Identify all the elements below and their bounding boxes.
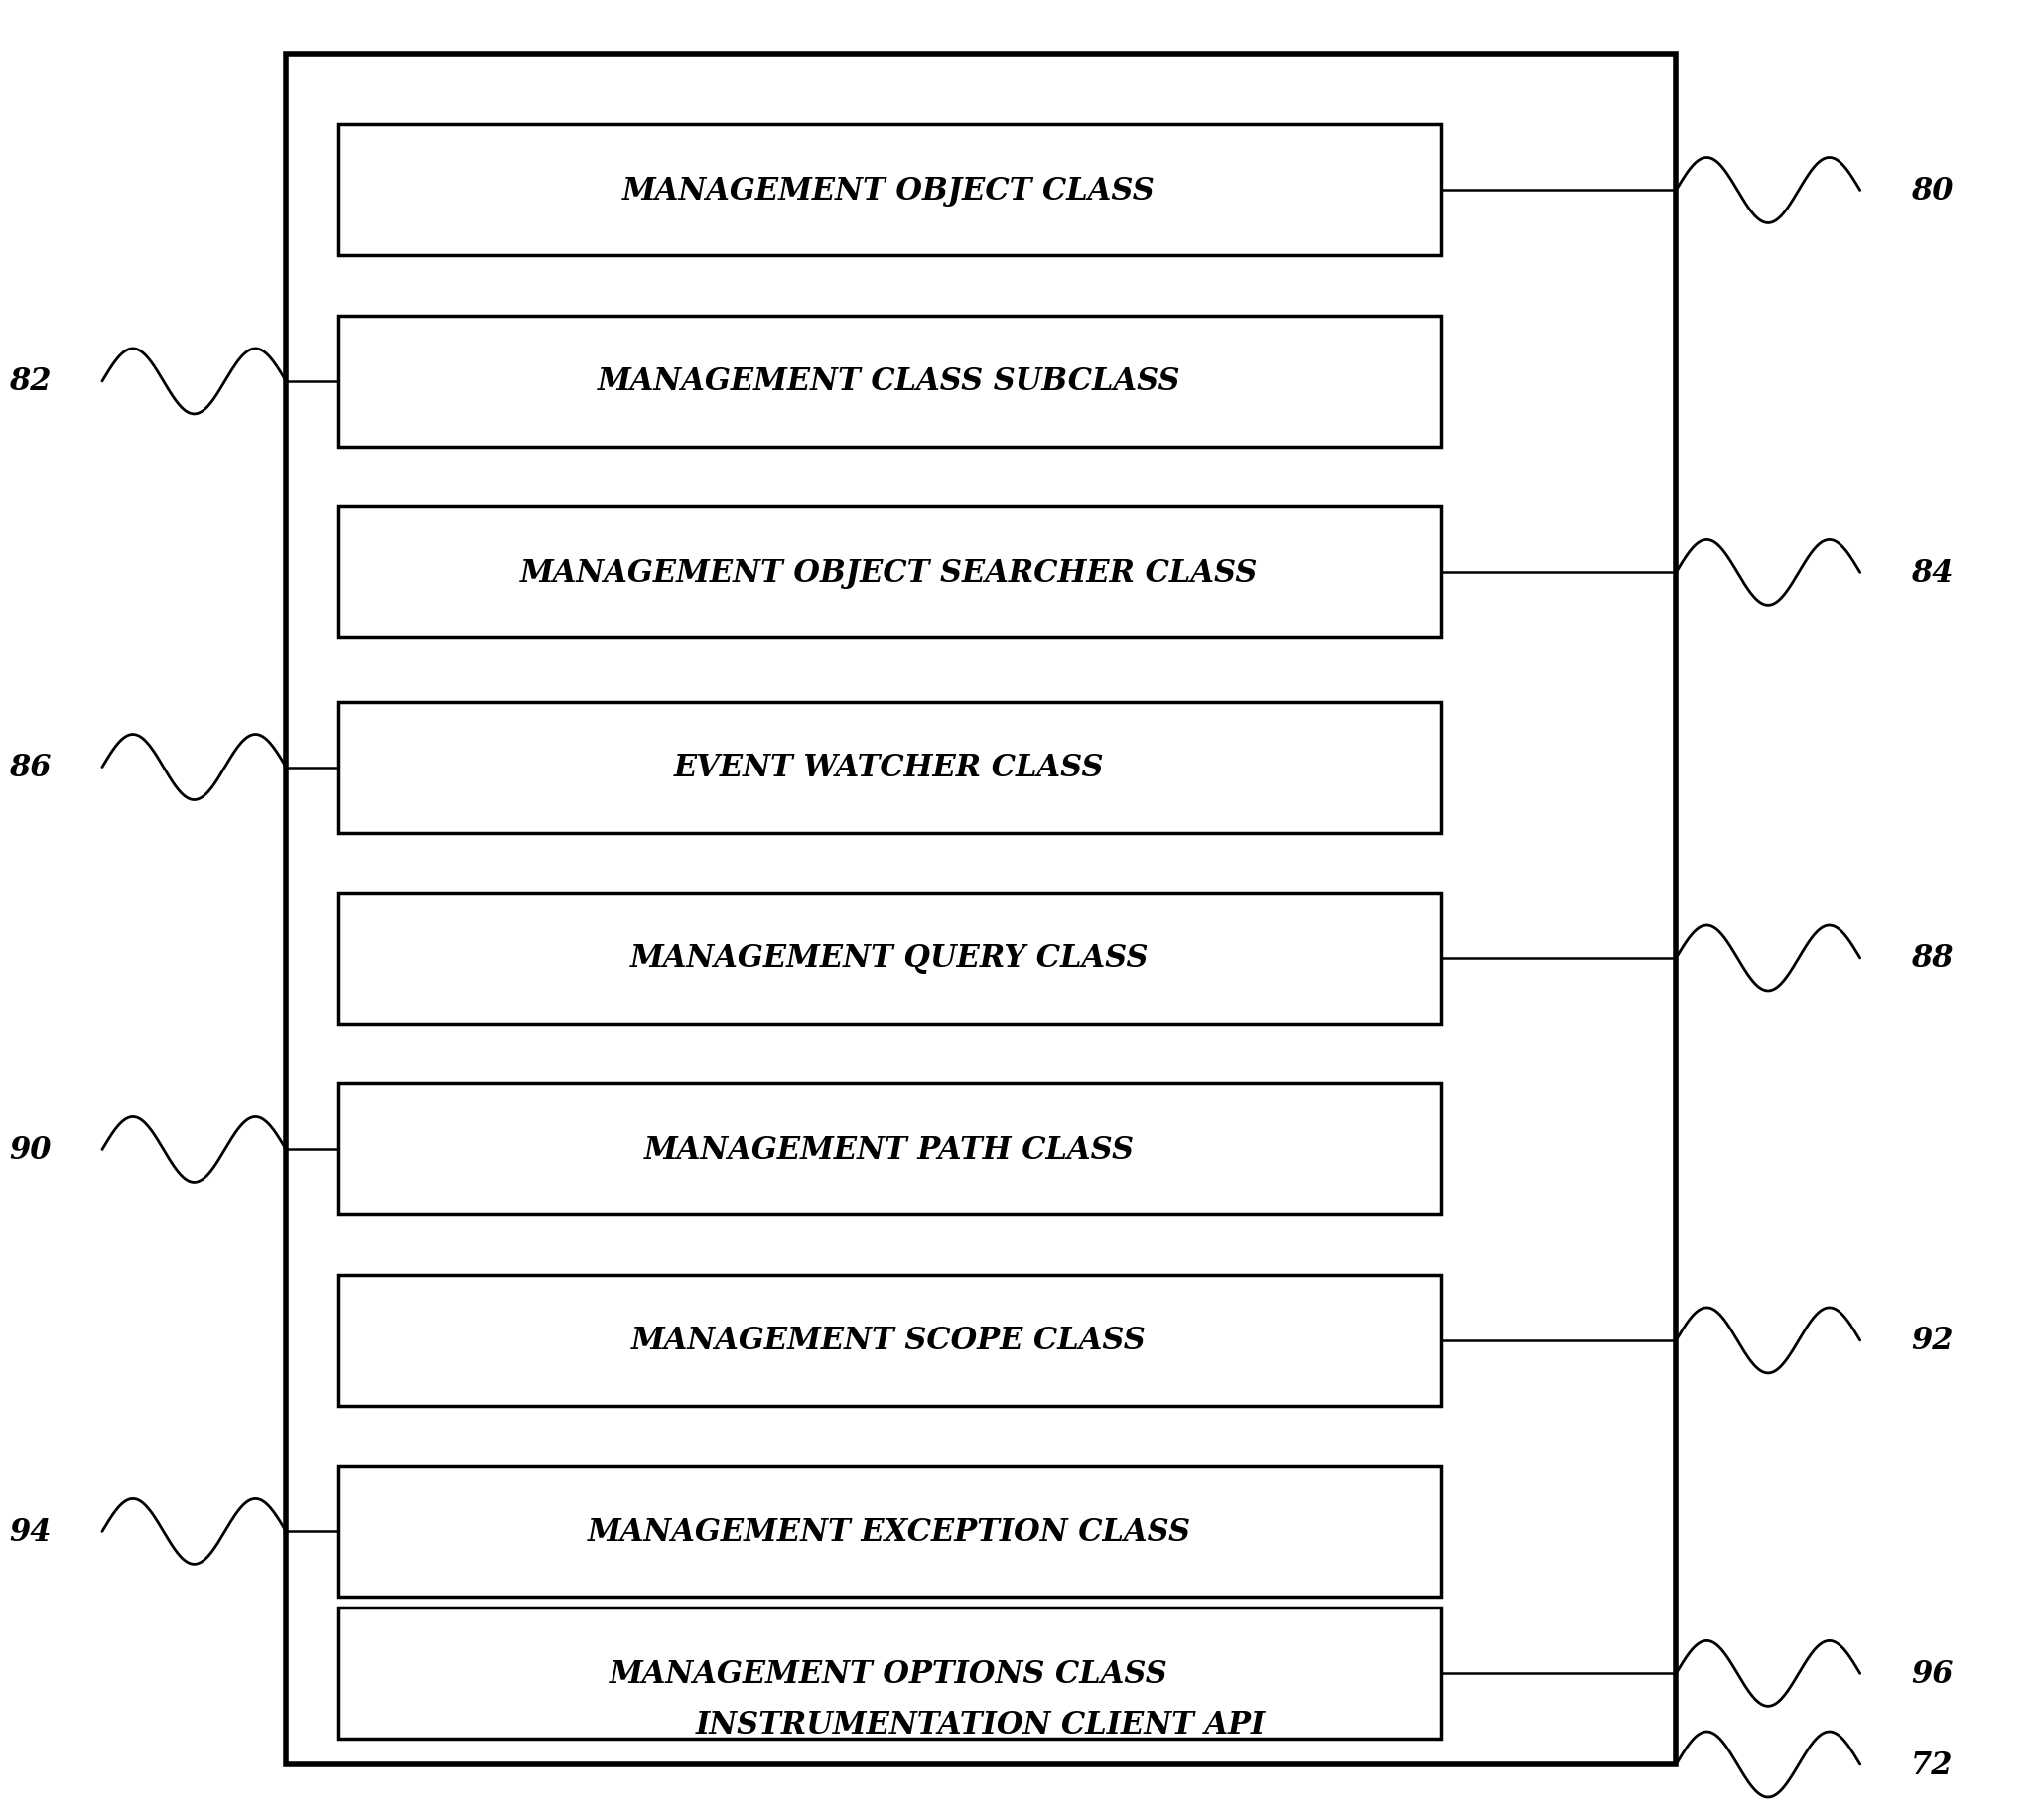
FancyBboxPatch shape (337, 893, 1441, 1024)
Text: 86: 86 (8, 753, 51, 782)
FancyBboxPatch shape (337, 1608, 1441, 1739)
Text: 94: 94 (8, 1517, 51, 1546)
Text: MANAGEMENT CLASS SUBCLASS: MANAGEMENT CLASS SUBCLASS (597, 367, 1181, 397)
Text: 84: 84 (1911, 558, 1954, 588)
Text: 72: 72 (1911, 1750, 1954, 1779)
Text: 92: 92 (1911, 1326, 1954, 1355)
FancyBboxPatch shape (337, 317, 1441, 447)
FancyBboxPatch shape (337, 702, 1441, 833)
FancyBboxPatch shape (286, 55, 1676, 1764)
Text: 82: 82 (8, 367, 51, 397)
Text: 90: 90 (8, 1135, 51, 1164)
Text: MANAGEMENT QUERY CLASS: MANAGEMENT QUERY CLASS (630, 944, 1149, 973)
Text: MANAGEMENT OBJECT CLASS: MANAGEMENT OBJECT CLASS (623, 176, 1155, 206)
FancyBboxPatch shape (337, 1084, 1441, 1215)
Text: EVENT WATCHER CLASS: EVENT WATCHER CLASS (675, 753, 1104, 782)
Text: 96: 96 (1911, 1659, 1954, 1688)
Text: 88: 88 (1911, 944, 1954, 973)
Text: 80: 80 (1911, 176, 1954, 206)
Text: MANAGEMENT PATH CLASS: MANAGEMENT PATH CLASS (644, 1135, 1134, 1164)
Text: MANAGEMENT EXCEPTION CLASS: MANAGEMENT EXCEPTION CLASS (587, 1517, 1192, 1546)
Text: MANAGEMENT OPTIONS CLASS: MANAGEMENT OPTIONS CLASS (609, 1659, 1169, 1688)
Text: INSTRUMENTATION CLIENT API: INSTRUMENTATION CLIENT API (697, 1710, 1265, 1739)
FancyBboxPatch shape (337, 1466, 1441, 1597)
FancyBboxPatch shape (337, 126, 1441, 256)
Text: MANAGEMENT OBJECT SEARCHER CLASS: MANAGEMENT OBJECT SEARCHER CLASS (519, 558, 1259, 588)
FancyBboxPatch shape (337, 1275, 1441, 1406)
FancyBboxPatch shape (337, 508, 1441, 638)
Text: MANAGEMENT SCOPE CLASS: MANAGEMENT SCOPE CLASS (632, 1326, 1147, 1355)
